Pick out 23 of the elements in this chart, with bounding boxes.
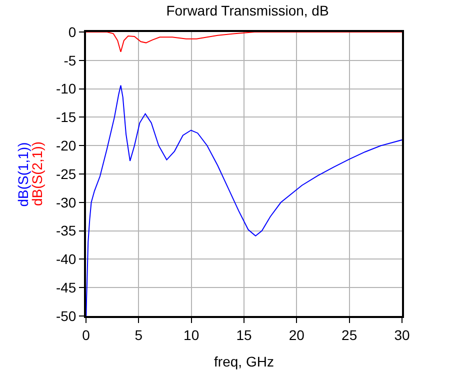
y-tick-label: -5 [64, 52, 76, 68]
x-tick-label: 25 [342, 326, 358, 343]
chart-title: Forward Transmission, dB [166, 2, 329, 18]
y-tick-label: -30 [56, 194, 76, 210]
line-series [86, 32, 402, 52]
y-tick-label: -15 [56, 109, 76, 126]
x-axis-title: freq, GHz [214, 354, 274, 370]
y-tick-label: -50 [56, 308, 76, 324]
y-tick-label: -10 [56, 80, 76, 97]
x-tick-label: 0 [82, 326, 90, 343]
y-tick-label: -20 [56, 138, 76, 154]
y-tick-label: -25 [56, 166, 76, 182]
y-tick-label: -35 [56, 222, 76, 239]
y-tick-label: 0 [68, 24, 76, 40]
x-tick-label: 5 [134, 326, 143, 343]
line-series [86, 84, 402, 316]
x-tick-label: 20 [288, 326, 305, 343]
x-tick-label: 15 [236, 326, 252, 343]
y-tick-label: -45 [56, 280, 76, 296]
y-tick-label: -40 [56, 251, 76, 268]
x-tick-label: 10 [184, 326, 200, 343]
x-tick-label: 30 [394, 326, 410, 343]
text: dB(S(1,1)) [14, 142, 31, 207]
